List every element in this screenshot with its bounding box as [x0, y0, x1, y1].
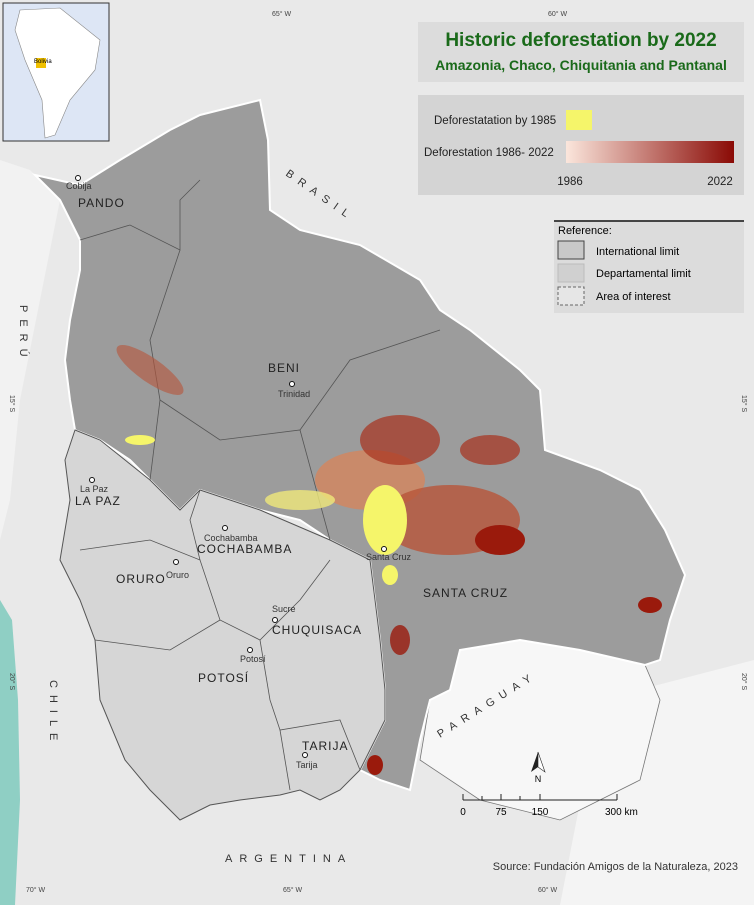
legend-start: 1986 [557, 176, 583, 188]
city-label: Tarija [296, 760, 318, 770]
reference-swatch [557, 286, 585, 306]
department-label: ORURO [116, 572, 166, 586]
scale-bar [462, 794, 618, 801]
graticule-label: 20° S [8, 673, 16, 691]
patch-1985 [125, 435, 155, 445]
city-label: Trinidad [278, 389, 310, 399]
department-label: POTOSÍ [198, 670, 249, 685]
city-label: Cochabamba [204, 533, 258, 543]
city-marker [272, 617, 278, 623]
graticule-label: 60° W [538, 886, 558, 894]
city-label: Potosí [240, 654, 266, 664]
graticule-label: 65° W [272, 10, 292, 18]
city-marker [173, 559, 179, 565]
area-of-interest [31, 98, 687, 792]
scale-label: 150 [532, 807, 549, 818]
department-limit [94, 619, 221, 651]
legend-label: Deforestatation by 1985 [434, 115, 556, 127]
deforestation-patches [116, 345, 662, 775]
graticule-label: 15° S [740, 395, 748, 413]
graticule-label: 65° W [283, 886, 303, 894]
department-limit [299, 329, 441, 431]
source: Source: Fundación Amigos de la Naturalez… [493, 861, 738, 873]
reference-item: Departamental limit [596, 268, 691, 280]
city-marker [222, 525, 228, 531]
inset-bolivia [36, 58, 46, 68]
graticule-label: 70° W [26, 886, 46, 894]
subtitle: Amazonia, Chaco, Chiquitania and Pantana… [435, 57, 727, 73]
patch [367, 755, 383, 775]
patch [390, 625, 410, 655]
city-marker [289, 381, 295, 387]
city-marker [302, 752, 308, 758]
department-label: SANTA CRUZ [423, 586, 508, 600]
legend-swatch [566, 110, 592, 130]
title: Historic deforestation by 2022 [445, 30, 716, 51]
reference [554, 221, 744, 313]
patch [460, 435, 520, 465]
title-box [418, 22, 744, 82]
department-limit [279, 729, 291, 791]
ocean [0, 600, 20, 905]
legend-end: 2022 [707, 176, 733, 188]
country-label: CHILE [47, 680, 59, 747]
north-arrow [537, 751, 546, 773]
country-label: ARGENTINA [225, 853, 352, 865]
city-label: Oruro [166, 570, 189, 580]
patch-1985 [382, 565, 398, 585]
city-marker [75, 175, 81, 181]
graticule-label: 15° S [8, 395, 16, 413]
city-label: Santa Cruz [366, 552, 412, 562]
department-limit [159, 399, 331, 541]
city-label: Cobija [66, 181, 92, 191]
city-label: Sucre [272, 604, 296, 614]
graticule-label: 60° W [548, 10, 568, 18]
patch [360, 415, 440, 465]
patch [638, 597, 662, 613]
department-label: PANDO [78, 196, 125, 210]
patch [475, 525, 525, 555]
highlands [59, 429, 386, 821]
reference-swatch [557, 240, 585, 260]
reference-swatch [557, 263, 585, 283]
scale-label: 0 [460, 807, 466, 818]
north-arrow [531, 752, 538, 772]
department-label: COCHABAMBA [197, 542, 292, 556]
country-label: PERÚ [17, 305, 30, 364]
city-marker [381, 546, 387, 552]
city-label: La Paz [80, 484, 109, 494]
department-label: BENI [268, 361, 300, 375]
city-marker [247, 647, 253, 653]
terrain [0, 160, 60, 540]
inset-label: Bolivia [34, 59, 52, 65]
legend-gradient [566, 141, 734, 163]
patch-1985 [363, 485, 407, 555]
north-label: N [535, 774, 542, 784]
scale-label: 75 [495, 807, 507, 818]
department-label: CHUQUISACA [272, 623, 362, 637]
city-markers [75, 175, 387, 758]
scale-label: 300 km [605, 807, 638, 818]
graticule-label: 20° S [740, 673, 748, 691]
patch-1985 [265, 490, 335, 510]
department-label: TARIJA [302, 739, 348, 753]
inset-continent [14, 7, 101, 139]
patch [116, 345, 184, 395]
reference-item: Area of interest [596, 291, 671, 303]
city-marker [89, 477, 95, 483]
reference-heading: Reference: [558, 225, 612, 237]
reference-item: International limit [596, 246, 679, 258]
legend-label: Deforestation 1986- 2022 [424, 147, 554, 159]
department-label: LA PAZ [75, 494, 121, 508]
